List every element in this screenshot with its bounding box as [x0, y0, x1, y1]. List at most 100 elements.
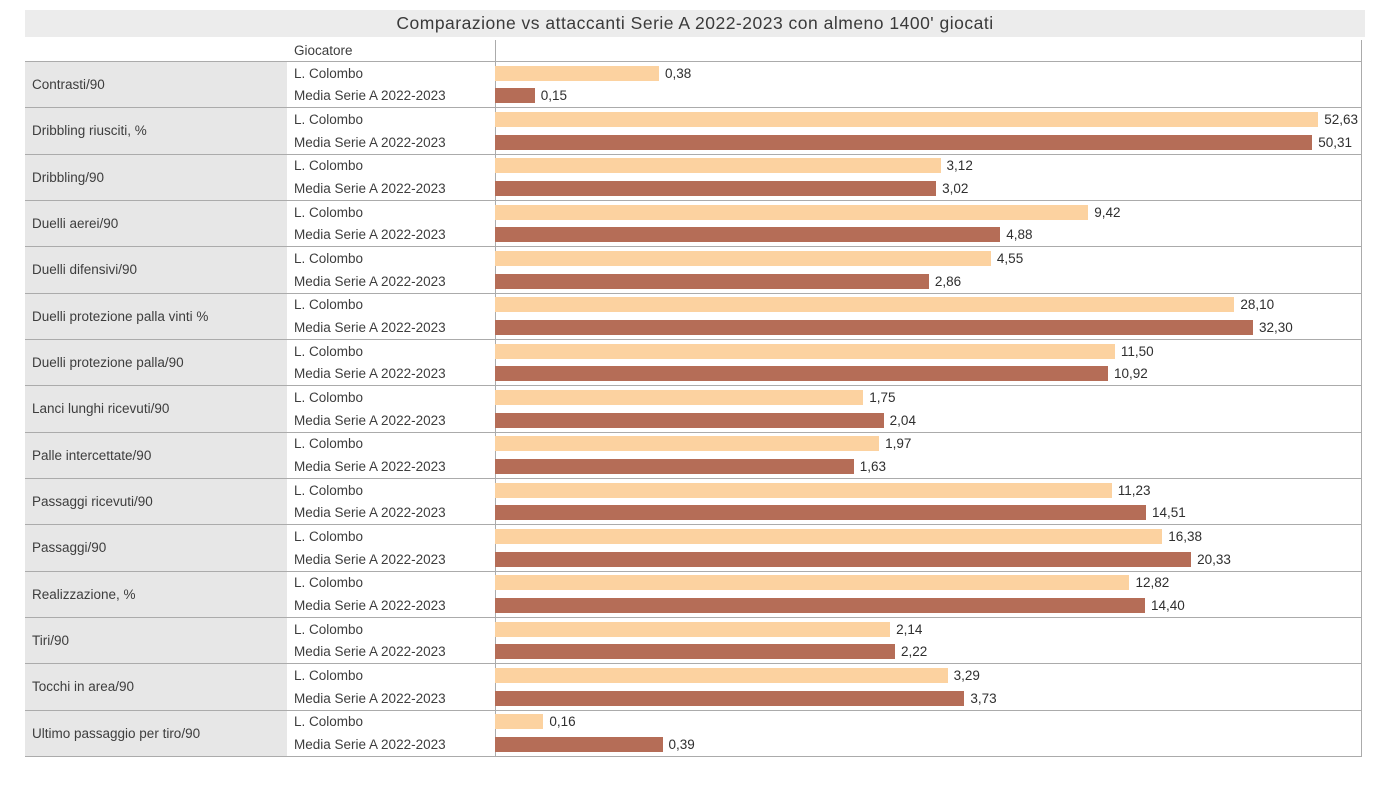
comparison-table: Giocatore Contrasti/90 L. Colombo 0,38 Medi… [25, 40, 1362, 757]
value-label: 50,31 [1318, 134, 1353, 150]
metric-label: Ultimo passaggio per tiro/90 [25, 710, 287, 756]
series-label: Media Serie A 2022-2023 [287, 84, 495, 108]
bar-row: L. Colombo 3,12 [287, 154, 1362, 178]
bar-row: Media Serie A 2022-2023 4,88 [287, 223, 1362, 247]
metric-group: Tiri/90 L. Colombo 2,14 Media Serie A 2022-… [25, 617, 1362, 665]
league-average-bar [495, 181, 937, 197]
metric-label: Dribbling riusciti, % [25, 108, 287, 154]
value-label: 0,15 [540, 88, 568, 104]
series-label: Media Serie A 2022-2023 [287, 316, 495, 339]
metric-group: Dribbling/90 L. Colombo 3,12 Media Serie A … [25, 154, 1362, 201]
bar-cell: 4,88 [495, 224, 1362, 247]
bar-row: Media Serie A 2022-2023 14,51 [287, 501, 1362, 525]
league-average-bar [495, 459, 854, 475]
league-average-bar [495, 320, 1254, 336]
metric-group: Duelli protezione palla/90 L. Colombo 11,5… [25, 339, 1362, 387]
bar-row: Media Serie A 2022-2023 0,15 [287, 84, 1362, 108]
league-average-bar [495, 737, 663, 753]
metric-group-rows: L. Colombo 12,82 Media Serie A 2022-2023 14… [287, 571, 1362, 617]
metric-group: Contrasti/90 L. Colombo 0,38 Media Serie A … [25, 62, 1362, 109]
metric-label: Tocchi in area/90 [25, 664, 287, 710]
player-bar [495, 575, 1130, 591]
plot-right-border [1361, 40, 1362, 757]
value-label: 1,75 [869, 390, 896, 406]
series-label: Media Serie A 2022-2023 [287, 408, 495, 432]
player-bar [495, 251, 991, 267]
value-label: 3,02 [942, 181, 969, 197]
bar-row: L. Colombo 28,10 [287, 293, 1362, 317]
series-label: L. Colombo [287, 247, 495, 270]
metric-group-rows: L. Colombo 1,75 Media Serie A 2022-2023 2,0… [287, 386, 1362, 432]
bar-cell: 50,31 [495, 131, 1362, 154]
bar-cell: 0,16 [495, 711, 1362, 734]
bar-row: Media Serie A 2022-2023 14,40 [287, 594, 1362, 617]
series-label: Media Serie A 2022-2023 [287, 501, 495, 525]
value-label: 16,38 [1168, 529, 1203, 545]
bar-cell: 11,23 [495, 479, 1362, 502]
value-label: 1,97 [885, 436, 912, 452]
league-average-bar [495, 88, 535, 104]
value-label: 0,38 [665, 65, 692, 81]
metric-label: Duelli difensivi/90 [25, 247, 287, 293]
series-label: L. Colombo [287, 62, 495, 85]
bar-cell: 0,39 [495, 733, 1362, 756]
bar-row: Media Serie A 2022-2023 50,31 [287, 130, 1362, 154]
player-bar [495, 436, 880, 452]
metric-group-rows: L. Colombo 52,63 Media Serie A 2022-2023 50… [287, 108, 1362, 154]
league-average-bar [495, 366, 1108, 382]
series-label: Media Serie A 2022-2023 [287, 640, 495, 664]
metric-group: Passaggi/90 L. Colombo 16,38 Media Serie A … [25, 525, 1362, 572]
bar-cell: 16,38 [495, 525, 1362, 548]
value-label: 11,23 [1117, 482, 1151, 498]
bar-row: Media Serie A 2022-2023 2,22 [287, 640, 1362, 664]
metric-label: Passaggi/90 [25, 525, 287, 571]
bar-cell: 28,10 [495, 294, 1362, 317]
league-average-bar [495, 690, 965, 706]
bar-row: Media Serie A 2022-2023 20,33 [287, 547, 1362, 571]
metric-group-rows: L. Colombo 11,23 Media Serie A 2022-2023 14… [287, 478, 1362, 525]
metric-label: Realizzazione, % [25, 571, 287, 617]
bar-cell: 3,02 [495, 177, 1362, 200]
player-bar [495, 390, 864, 406]
metric-group: Lanci lunghi ricevuti/90 L. Colombo 1,75 Me… [25, 386, 1362, 433]
bar-row: L. Colombo 0,16 [287, 710, 1362, 734]
bar-row: L. Colombo 16,38 [287, 525, 1362, 548]
bar-cell: 3,73 [495, 687, 1362, 710]
player-bar [495, 621, 891, 637]
bar-row: L. Colombo 1,75 [287, 386, 1362, 409]
metric-group-rows: L. Colombo 0,38 Media Serie A 2022-2023 0,1… [287, 62, 1362, 108]
bar-row: L. Colombo 11,50 [287, 339, 1362, 363]
metric-label: Tiri/90 [25, 617, 287, 664]
value-label: 4,55 [996, 251, 1024, 267]
series-label: Media Serie A 2022-2023 [287, 733, 495, 756]
bar-cell: 2,14 [495, 618, 1362, 641]
bar-cell: 12,82 [495, 572, 1362, 595]
series-label: Media Serie A 2022-2023 [287, 547, 495, 571]
bar-cell: 32,30 [495, 316, 1362, 339]
metric-group-rows: L. Colombo 1,97 Media Serie A 2022-2023 1,6… [287, 432, 1362, 478]
value-label: 1,63 [859, 459, 887, 475]
metric-group: Duelli protezione palla vinti % L. Colomb… [25, 293, 1362, 340]
bar-row: L. Colombo 52,63 [287, 108, 1362, 131]
value-label: 2,86 [934, 273, 962, 289]
bar-row: L. Colombo 12,82 [287, 571, 1362, 595]
bar-cell: 9,42 [495, 201, 1362, 224]
bar-row: L. Colombo 0,38 [287, 62, 1362, 85]
value-label: 52,63 [1324, 112, 1358, 128]
bar-cell: 20,33 [495, 548, 1362, 571]
bar-cell: 2,22 [495, 641, 1362, 664]
bar-row: L. Colombo 2,14 [287, 617, 1362, 641]
metric-group: Ultimo passaggio per tiro/90 L. Colombo 0,… [25, 710, 1362, 757]
bar-cell: 3,12 [495, 155, 1362, 178]
league-average-bar [495, 505, 1147, 521]
value-label: 4,88 [1006, 227, 1033, 243]
value-label: 3,12 [946, 158, 973, 174]
series-label: L. Colombo [287, 432, 495, 456]
metric-group-rows: L. Colombo 3,12 Media Serie A 2022-2023 3,0… [287, 154, 1362, 200]
metric-group-rows: L. Colombo 2,14 Media Serie A 2022-2023 2,2… [287, 617, 1362, 664]
bar-row: L. Colombo 11,23 [287, 478, 1362, 502]
series-label: Media Serie A 2022-2023 [287, 362, 495, 386]
player-bar [495, 65, 660, 81]
metric-group-rows: L. Colombo 28,10 Media Serie A 2022-2023 32… [287, 293, 1362, 339]
metric-group-rows: L. Colombo 4,55 Media Serie A 2022-2023 2,8… [287, 247, 1362, 293]
